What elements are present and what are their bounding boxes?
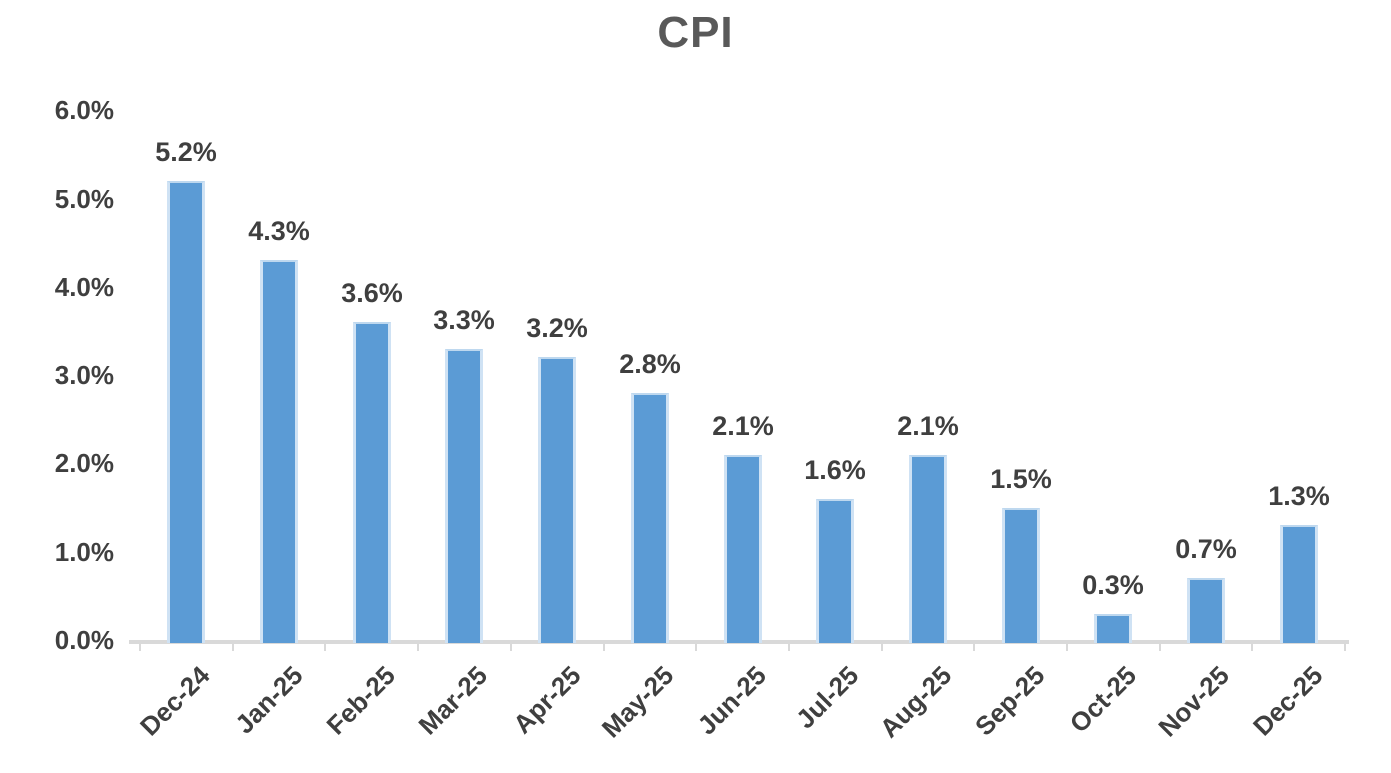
x-axis-tick-mark (510, 640, 512, 651)
x-axis-tick-mark (881, 640, 883, 651)
x-axis-tick-mark (973, 640, 975, 651)
bar-data-label: 3.6% (341, 278, 403, 308)
x-axis-category-label: Dec-25 (1246, 660, 1329, 742)
bar-data-label: 1.6% (804, 455, 866, 485)
y-axis-tick-label: 3.0% (54, 360, 114, 391)
x-axis-tick-mark (1159, 640, 1161, 651)
bar-data-label: 3.2% (526, 313, 588, 343)
x-axis-category-label: Jan-25 (228, 660, 309, 740)
y-axis-tick-label: 0.0% (54, 625, 114, 655)
x-axis-category-label: Jun-25 (691, 660, 773, 741)
bar-data-label: 2.1% (712, 411, 774, 441)
bar-data-label: 2.1% (897, 411, 959, 441)
bar-data-label: 0.3% (1082, 570, 1144, 600)
bar (1280, 525, 1318, 643)
x-axis-category-label: Jul-25 (789, 660, 865, 735)
x-axis-tick-mark (1251, 640, 1253, 651)
x-axis-category-label: Oct-25 (1063, 660, 1143, 739)
x-axis-tick-mark (1344, 640, 1346, 651)
x-axis-tick-mark (603, 640, 605, 651)
x-axis-tick-mark (417, 640, 419, 651)
x-axis-category-label: Nov-25 (1152, 660, 1236, 743)
bar (724, 455, 762, 643)
y-axis-tick-label: 6.0% (54, 95, 114, 126)
bar (353, 322, 391, 643)
y-axis-tick-label: 5.0% (54, 183, 114, 214)
bar (1187, 578, 1225, 643)
bar (445, 349, 483, 643)
bar (816, 499, 854, 643)
x-axis-tick-mark (788, 640, 790, 651)
x-axis-category-label: Sep-25 (968, 660, 1051, 742)
bar-data-label: 3.3% (433, 305, 495, 335)
bar (538, 357, 576, 643)
bar-data-label: 5.2% (155, 137, 217, 167)
y-axis-tick-label: 1.0% (54, 536, 114, 567)
x-axis-category-label: May-25 (595, 660, 680, 744)
bar-data-label: 1.3% (1268, 481, 1330, 511)
x-axis-tick-mark (1066, 640, 1068, 651)
x-axis-tick-mark (324, 640, 326, 651)
x-axis-tick-mark (232, 640, 234, 651)
y-axis-tick-label: 4.0% (54, 271, 114, 302)
x-axis-category-label: Aug-25 (873, 660, 958, 744)
x-axis-tick-mark (139, 640, 141, 651)
bar (167, 181, 205, 643)
y-axis-tick-label: 2.0% (54, 448, 114, 479)
x-axis-category-label: Dec-24 (133, 660, 216, 742)
bar (631, 393, 669, 643)
x-axis-category-label: Feb-25 (320, 660, 402, 741)
bar-data-label: 0.7% (1175, 534, 1237, 564)
x-axis-category-label: Mar-25 (412, 660, 494, 741)
x-axis-tick-mark (695, 640, 697, 651)
bar (909, 455, 947, 643)
x-axis-category-label: Apr-25 (506, 660, 587, 740)
bar-data-label: 4.3% (248, 216, 310, 246)
bar-data-label: 1.5% (990, 464, 1052, 494)
bar-data-label: 2.8% (619, 349, 681, 379)
bar (1002, 508, 1040, 643)
bar (260, 260, 298, 643)
chart-title: CPI (657, 8, 734, 57)
bar (1094, 614, 1132, 643)
